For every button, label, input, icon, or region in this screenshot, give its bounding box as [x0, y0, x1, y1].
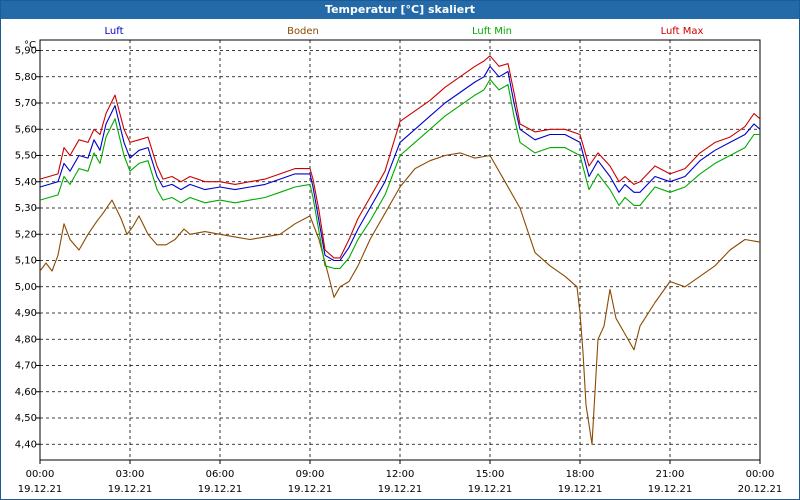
legend-luft-max: Luft Max	[661, 26, 704, 37]
legend-luft-min: Luft Min	[472, 26, 512, 37]
x-tick-label-time: 21:00	[656, 469, 685, 480]
x-tick-label-date: 19.12.21	[198, 484, 243, 495]
y-tick-label: 5,40	[15, 177, 37, 188]
x-tick-label-date: 19.12.21	[18, 484, 63, 495]
y-tick-label: 5,10	[15, 256, 37, 267]
x-tick-label-time: 12:00	[386, 469, 415, 480]
x-tick-label-date: 19.12.21	[648, 484, 693, 495]
x-tick-label-time: 00:00	[26, 469, 55, 480]
y-tick-label: 5,80	[15, 72, 37, 83]
window-title: Temperatur [°C] skaliert	[1, 1, 799, 19]
x-tick-label-time: 15:00	[476, 469, 505, 480]
series-line-luft-max	[39, 55, 761, 259]
y-tick-label: 5,90	[15, 46, 37, 57]
series-line-luft	[39, 65, 761, 262]
y-tick-label: 4,70	[15, 361, 37, 372]
legend-luft: Luft	[105, 26, 124, 37]
legend-boden: Boden	[287, 26, 319, 37]
y-tick-label: 5,00	[15, 282, 37, 293]
x-tick-label-date: 19.12.21	[378, 484, 423, 495]
y-tick-label: 4,80	[15, 334, 37, 345]
x-tick-label-date: 19.12.21	[558, 484, 603, 495]
x-tick-label-date: 19.12.21	[288, 484, 333, 495]
y-tick-label: 4,50	[15, 413, 37, 424]
y-tick-label: 5,20	[15, 229, 37, 240]
series-line-luft-min	[39, 78, 760, 269]
y-tick-label: 5,30	[15, 203, 37, 214]
x-tick-label-time: 09:00	[296, 469, 325, 480]
y-tick-label: 4,60	[15, 387, 37, 398]
x-tick-label-time: 18:00	[566, 469, 595, 480]
x-tick-label-date: 20.12.21	[738, 484, 783, 495]
y-tick-label: 5,70	[15, 98, 37, 109]
y-tick-label: 4,40	[15, 439, 37, 450]
y-tick-label: 5,50	[15, 151, 37, 162]
y-tick-label: 4,90	[15, 308, 37, 319]
y-tick-label: 5,60	[15, 124, 37, 135]
x-tick-label-time: 03:00	[116, 469, 145, 480]
x-tick-label-time: 00:00	[746, 469, 775, 480]
x-tick-label-time: 06:00	[206, 469, 235, 480]
x-tick-label-date: 19.12.21	[108, 484, 153, 495]
plot-area: 5,90 5,80 5,70 5,60 5,50 5,40 5,30 5,20 5,10 5,00…	[15, 39, 783, 495]
series-line-boden	[39, 152, 761, 445]
y-axis-unit: °C	[24, 40, 36, 51]
x-tick-label-date: 19.12.21	[468, 484, 513, 495]
